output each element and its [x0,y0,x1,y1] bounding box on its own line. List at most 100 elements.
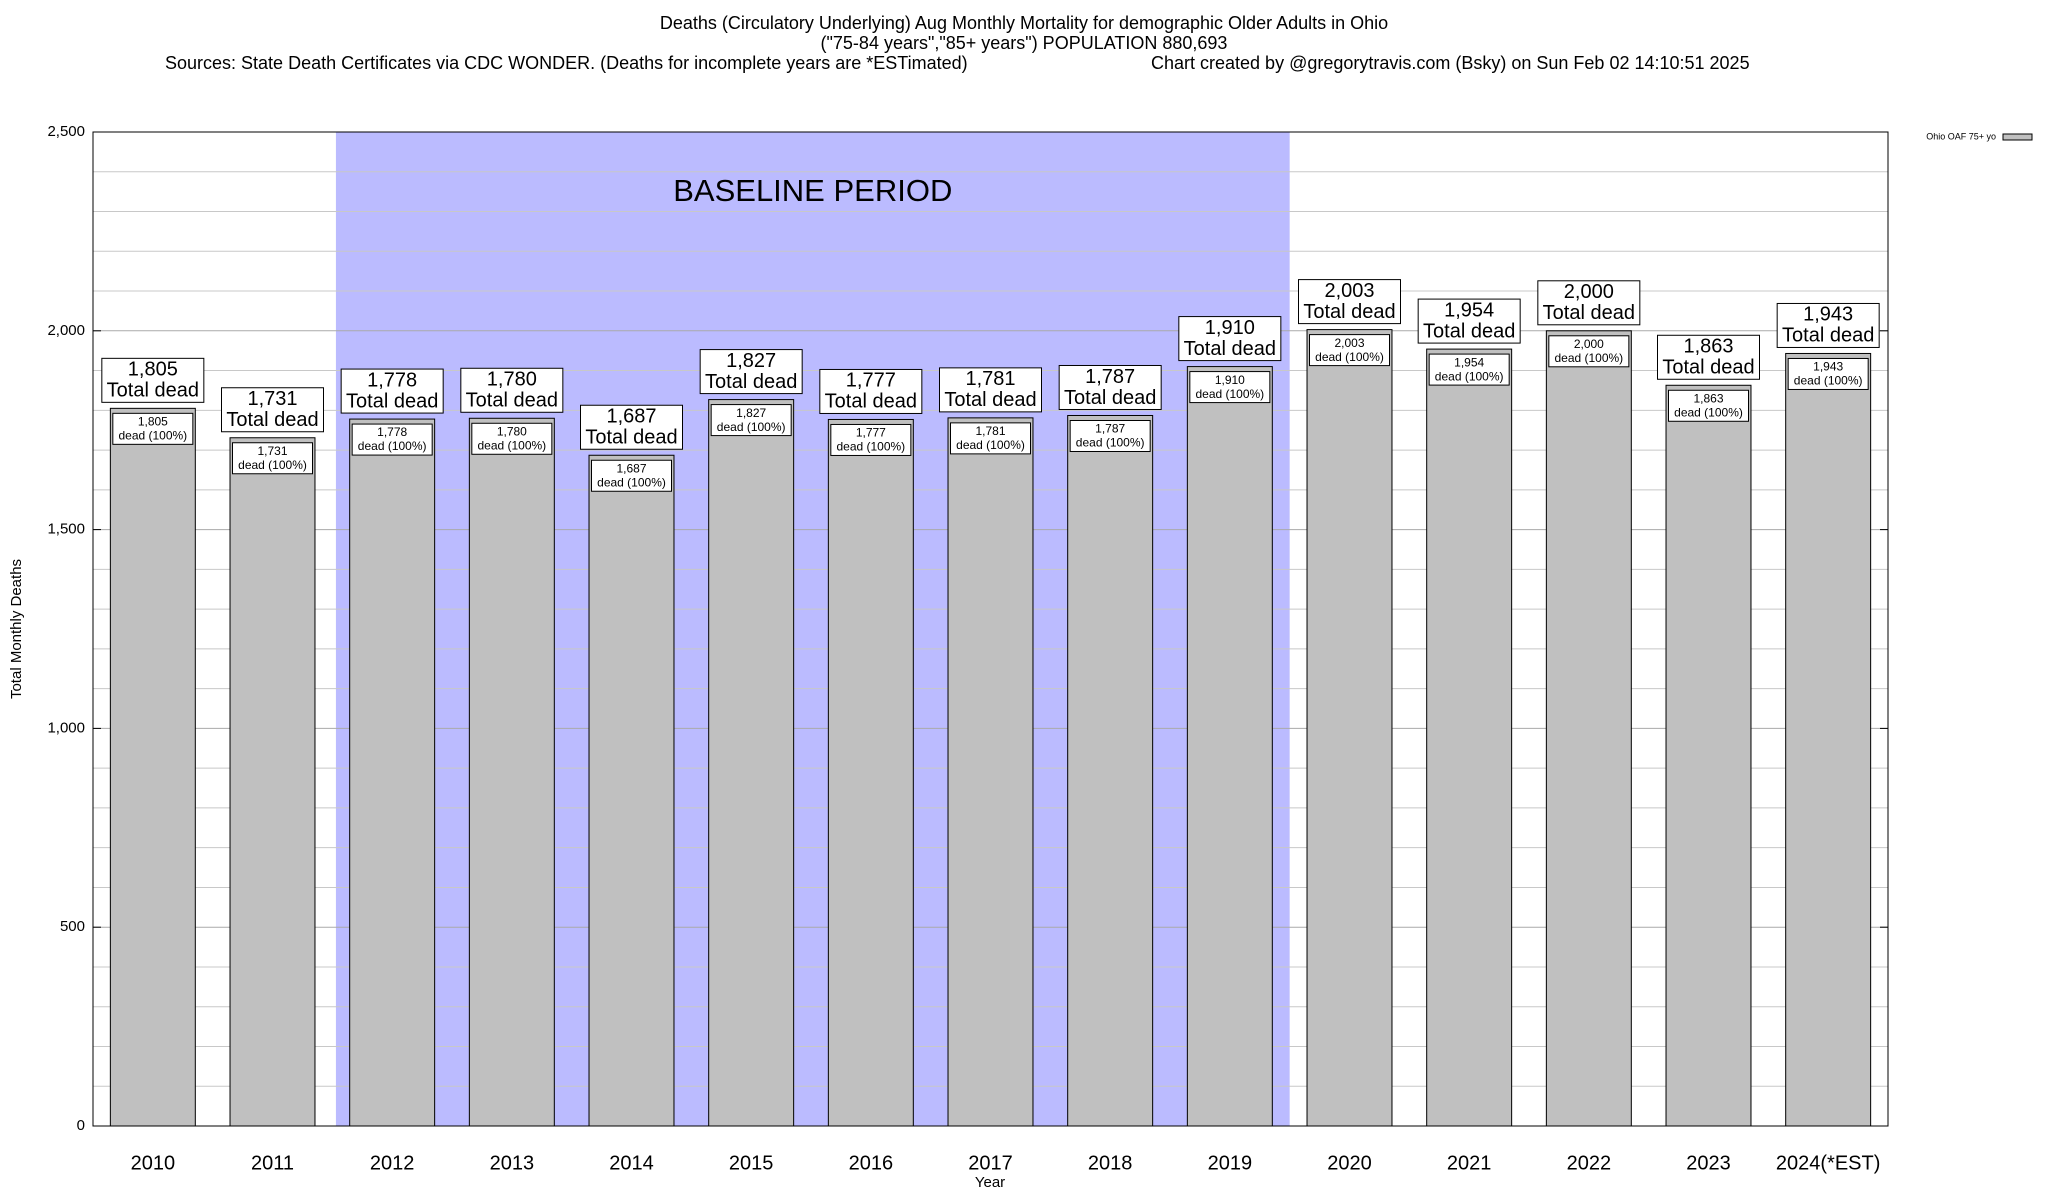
inner-value-label: 1,780 [497,424,527,438]
x-axis-title: Year [975,1174,1005,1191]
y-tick-label: 500 [60,918,85,935]
chart-source: Sources: State Death Certificates via CD… [165,53,968,73]
inner-value-label: 1,954 [1454,355,1484,369]
outer-total-label: Total dead [1303,301,1395,323]
inner-value-label: 1,943 [1813,360,1843,374]
outer-label-box [939,367,1042,413]
outer-label-box [1298,279,1401,325]
inner-label-box [112,412,194,445]
x-tick-label: 2023 [1686,1152,1731,1174]
inner-share-label: dead (100%) [1435,369,1504,383]
bar [468,417,555,1127]
inner-label-box [1787,357,1869,390]
outer-total-label: Total dead [1543,302,1635,324]
inner-share-label: dead (100%) [477,438,546,452]
baseline-label: BASELINE PERIOD [673,173,952,208]
inner-value-label: 1,827 [736,406,766,420]
inner-share-label: dead (100%) [238,458,307,472]
inner-label-box [1069,419,1151,452]
bar [1067,414,1154,1127]
x-tick-label: 2024(*EST) [1776,1152,1881,1174]
inner-share-label: dead (100%) [118,429,187,443]
bar [349,418,436,1127]
inner-value-label: 1,863 [1693,391,1723,405]
outer-label-box [221,387,324,433]
bar [1665,384,1752,1127]
inner-value-label: 2,003 [1334,336,1364,350]
x-tick-label: 2015 [729,1152,774,1174]
inner-share-label: dead (100%) [1315,350,1384,364]
inner-value-label: 1,777 [856,426,886,440]
bar [1785,352,1872,1127]
outer-label-box [819,368,923,414]
outer-total-label: Total dead [466,390,558,412]
outer-label-box [580,404,683,450]
inner-share-label: dead (100%) [836,440,905,454]
inner-value-label: 1,781 [975,424,1005,438]
chart-subtitle: ("75-84 years","85+ years") POPULATION 8… [821,33,1228,53]
outer-value-label: 1,687 [606,406,656,428]
x-tick-label: 2021 [1447,1152,1492,1174]
outer-value-label: 1,777 [846,370,896,392]
inner-share-label: dead (100%) [956,438,1025,452]
x-tick-label: 2019 [1208,1152,1253,1174]
inner-share-label: dead (100%) [358,439,427,453]
chart-title: Deaths (Circulatory Underlying) Aug Mont… [660,13,1388,33]
inner-share-label: dead (100%) [1794,374,1863,388]
inner-value-label: 2,000 [1574,337,1604,351]
outer-total-label: Total dead [825,391,917,413]
outer-value-label: 1,954 [1444,299,1494,321]
outer-value-label: 1,731 [247,388,297,410]
y-tick-label: 2,000 [47,322,85,339]
chart-credit: Chart created by @gregorytravis.com (Bsk… [1151,53,1750,73]
outer-label-box [1058,364,1162,410]
y-tick-label: 1,500 [47,521,85,538]
outer-label-box [699,349,803,395]
inner-label-box [1189,371,1271,404]
inner-share-label: dead (100%) [717,420,786,434]
inner-label-box [232,442,313,475]
bar [1426,348,1513,1127]
outer-value-label: 2,000 [1564,281,1614,303]
outer-label-box [1417,298,1521,344]
inner-share-label: dead (100%) [1076,436,1145,450]
outer-value-label: 1,863 [1683,336,1733,358]
outer-total-label: Total dead [1782,325,1874,347]
outer-label-box [340,368,444,414]
inner-label-box [1548,335,1630,368]
inner-label-box [471,422,553,455]
outer-label-box [460,367,564,413]
bar [947,417,1034,1127]
outer-total-label: Total dead [705,371,797,393]
outer-label-box [1537,280,1641,326]
inner-label-box [830,423,912,456]
y-axis-title: Total Monthly Deaths [8,559,25,699]
inner-label-box [351,423,433,456]
x-tick-label: 2011 [251,1152,294,1174]
outer-label-box [101,357,205,403]
y-tick-label: 1,000 [47,719,85,736]
inner-share-label: dead (100%) [1674,405,1743,419]
inner-value-label: 1,687 [616,461,646,475]
outer-value-label: 1,778 [367,369,417,391]
bar [827,418,914,1127]
x-tick-label: 2012 [370,1152,415,1174]
inner-value-label: 1,910 [1215,373,1245,387]
bar [1306,329,1393,1127]
outer-value-label: 1,787 [1085,366,1135,388]
outer-total-label: Total dead [1064,387,1156,409]
inner-value-label: 1,731 [257,444,287,458]
outer-total-label: Total dead [107,380,199,402]
x-tick-label: 2016 [849,1152,894,1174]
outer-total-label: Total dead [346,390,438,412]
y-tick-label: 2,500 [47,123,85,140]
inner-share-label: dead (100%) [1195,387,1264,401]
x-tick-label: 2014 [609,1152,654,1174]
bar [1186,366,1273,1127]
outer-value-label: 1,827 [726,350,776,372]
outer-value-label: 1,805 [128,359,178,381]
bar [588,454,675,1127]
x-tick-label: 2013 [490,1152,535,1174]
outer-total-label: Total dead [944,389,1036,411]
